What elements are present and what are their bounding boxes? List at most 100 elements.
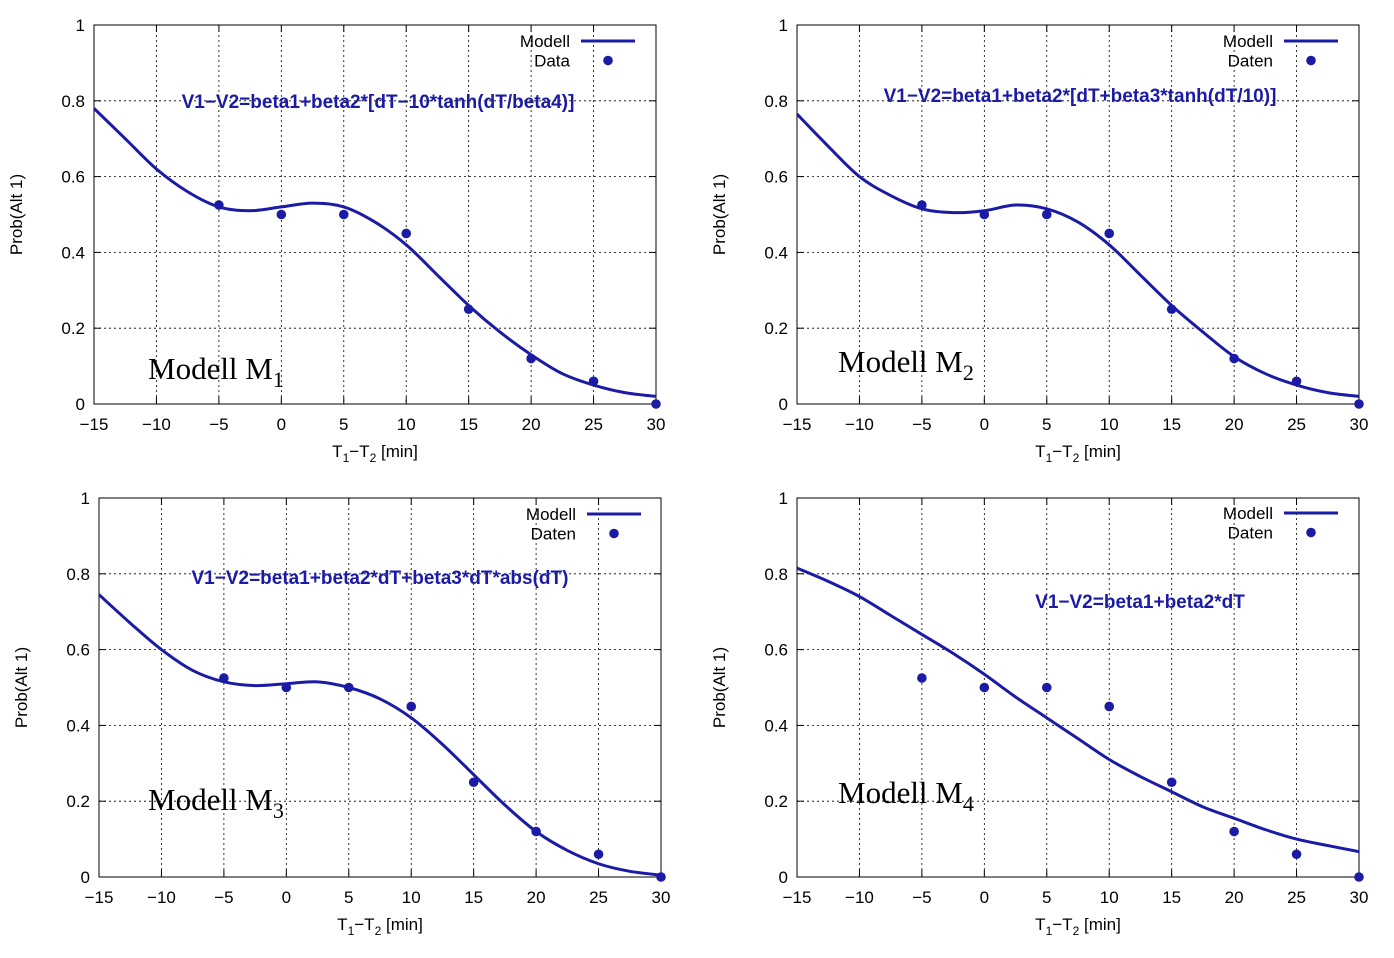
x-tick-label: 10 (402, 888, 421, 907)
y-tick-label: 0.2 (66, 792, 90, 811)
chart-panel-4: −15 −10 −5 0 5 10 15 20 25 30 0 0.2 0.4 0.6 0.8 1 Prob(A… (710, 489, 1368, 938)
x-tick-label: −10 (142, 415, 171, 434)
y-axis-label: Prob(Alt 1) (710, 174, 729, 255)
y-tick-label: 0.8 (61, 92, 85, 111)
plot-frame (796, 24, 1360, 405)
y-tick-label: 0.2 (61, 319, 85, 338)
x-tick-label: 5 (1042, 888, 1051, 907)
data-point (651, 399, 661, 409)
x-tick-label: 20 (522, 415, 541, 434)
x-tick-label: 25 (1287, 415, 1306, 434)
legend-dot-sample (1306, 527, 1316, 538)
legend-label: Modell (526, 505, 576, 524)
model-label: Modell M3 (148, 782, 284, 823)
data-point (1354, 872, 1364, 882)
data-point (401, 228, 412, 239)
formula-annotation: V1−V2=beta1+beta2*[dT−10*tanh(dT/beta4)] (182, 92, 575, 113)
formula-annotation: V1−V2=beta1+beta2*[dT+beta3*tanh(dT/10)] (884, 86, 1277, 107)
x-tick-label: 5 (344, 888, 353, 907)
y-axis-label: Prob(Alt 1) (7, 174, 26, 255)
series-line-modell (797, 566, 1359, 854)
y-tick-label: 0.8 (764, 92, 788, 111)
x-tick-label: 30 (1350, 888, 1369, 907)
y-tick-label: 0.2 (764, 319, 788, 338)
data-point (1104, 228, 1115, 239)
x-tick-label: −10 (845, 415, 874, 434)
x-tick-label: −5 (912, 415, 931, 434)
x-tick-label: 15 (464, 888, 483, 907)
y-tick-label: 0.6 (764, 641, 788, 660)
model-label: Modell M1 (148, 351, 284, 392)
y-tick-label: 1 (81, 489, 90, 508)
y-tick-label: 0.4 (764, 716, 788, 735)
data-point (593, 849, 604, 860)
series-line-modell (797, 113, 1359, 398)
y-tick-label: 0.8 (66, 565, 90, 584)
data-point (219, 673, 229, 683)
plot-frame (796, 497, 1360, 878)
data-point (588, 376, 599, 387)
data-point (979, 209, 990, 220)
y-tick-label: 0.6 (764, 168, 788, 187)
x-tick-label: 25 (589, 888, 608, 907)
data-point (1291, 849, 1302, 860)
x-tick-label: 20 (1225, 415, 1244, 434)
x-tick-label: −10 (147, 888, 176, 907)
data-point (281, 682, 292, 693)
data-point (343, 682, 354, 693)
legend-label: Daten (1228, 52, 1273, 71)
data-point (917, 200, 927, 210)
plot-frame (93, 24, 657, 405)
data-point (406, 701, 417, 712)
data-point (1166, 777, 1177, 788)
x-axis-label: T1−T2 [min] (337, 915, 423, 938)
formula-annotation: V1−V2=beta1+beta2*dT+beta3*dT*abs(dT) (192, 568, 569, 589)
model-label: Modell M4 (838, 775, 974, 816)
x-tick-label: −15 (783, 415, 812, 434)
data-point (1229, 826, 1239, 837)
legend-label: Data (534, 52, 570, 71)
x-tick-label: 25 (584, 415, 603, 434)
x-tick-label: −5 (214, 888, 233, 907)
x-tick-label: 0 (282, 888, 291, 907)
x-tick-label: −5 (912, 888, 931, 907)
x-tick-label: 15 (1162, 888, 1181, 907)
legend-dot-sample (609, 528, 619, 539)
x-axis-label: T1−T2 [min] (1035, 442, 1121, 465)
x-tick-label: 5 (339, 415, 348, 434)
legend-label: Daten (531, 525, 576, 544)
y-tick-label: 0 (81, 868, 90, 887)
data-point (1041, 209, 1052, 220)
legend-dot-sample (1306, 55, 1316, 66)
data-point (1041, 682, 1052, 693)
chart-panel-3: −15 −10 −5 0 5 10 15 20 25 30 0 0.2 0.4 0.6 0.8 1 Prob(A… (12, 489, 670, 938)
data-point (526, 353, 536, 364)
model-label: Modell M2 (838, 344, 974, 385)
x-tick-label: 0 (980, 888, 989, 907)
y-tick-label: 1 (779, 489, 788, 508)
y-tick-label: 0 (779, 868, 788, 887)
y-axis-label: Prob(Alt 1) (12, 647, 31, 728)
data-point (1166, 304, 1177, 315)
x-tick-label: 10 (1100, 415, 1119, 434)
x-tick-label: 25 (1287, 888, 1306, 907)
data-point (1229, 353, 1239, 364)
y-tick-label: 0.6 (66, 641, 90, 660)
y-tick-label: 0.2 (764, 792, 788, 811)
series-line-modell (99, 593, 661, 877)
x-tick-label: 30 (652, 888, 671, 907)
data-point (214, 200, 224, 210)
y-axis-label: Prob(Alt 1) (710, 647, 729, 728)
x-tick-label: 0 (277, 415, 286, 434)
x-tick-label: 15 (459, 415, 478, 434)
y-tick-label: 0.4 (764, 243, 788, 262)
x-axis-label: T1−T2 [min] (1035, 915, 1121, 938)
plot-frame (98, 497, 662, 878)
data-point (979, 682, 990, 693)
legend-label: Daten (1228, 524, 1273, 543)
x-tick-label: 30 (1350, 415, 1369, 434)
chart-panel-1: −15 −10 −5 0 5 10 15 20 25 30 0 0.2 0.4 0.6 0.8 1 Prob(A… (7, 16, 665, 465)
x-tick-label: −10 (845, 888, 874, 907)
y-tick-label: 0.4 (61, 243, 85, 262)
